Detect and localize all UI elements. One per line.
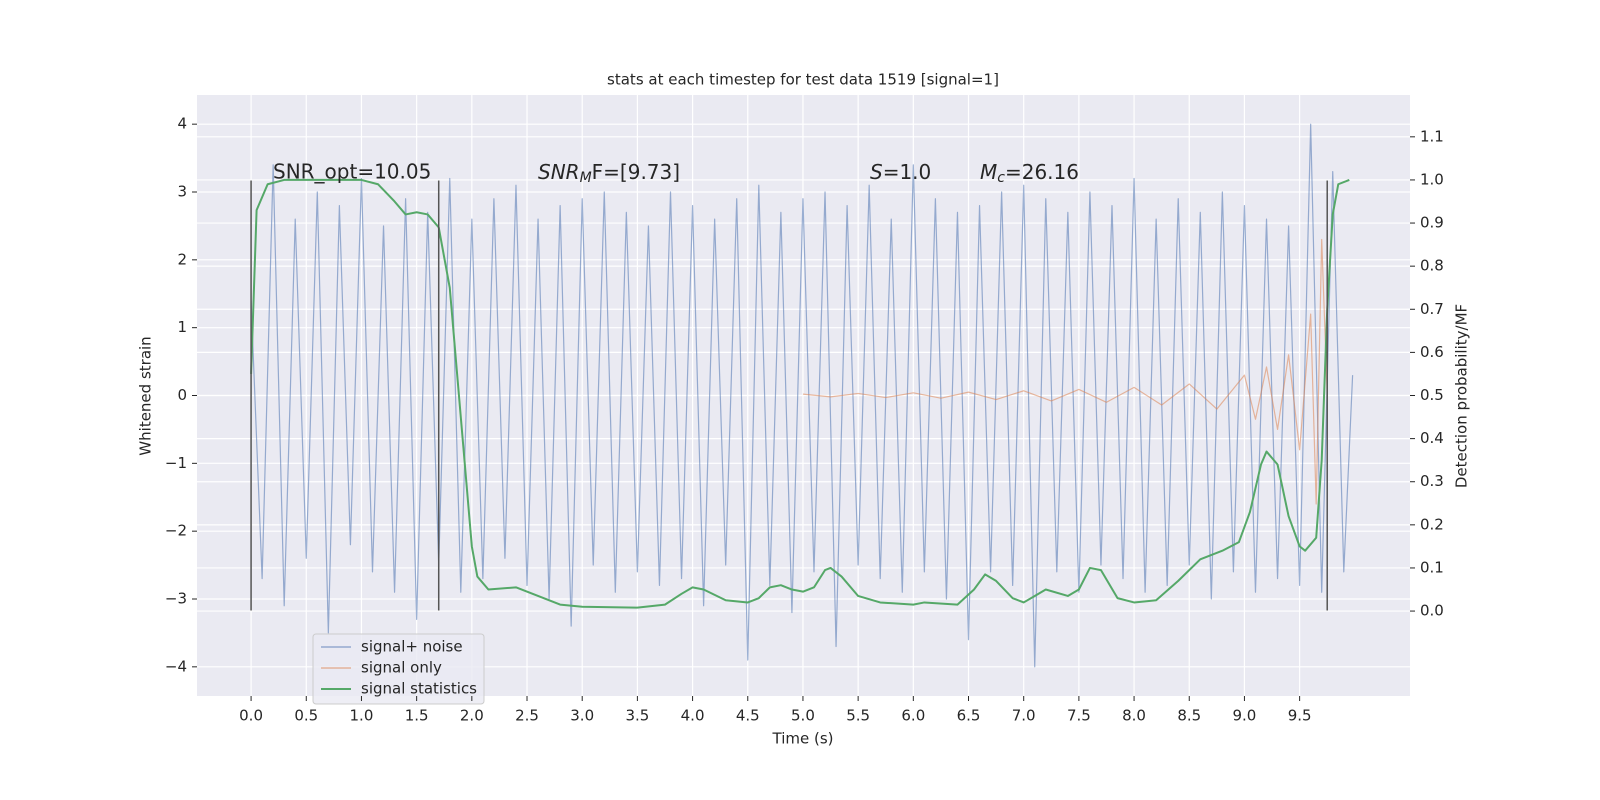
- y2-tick-label: 1.1: [1420, 127, 1444, 145]
- x-tick-label: 6.0: [901, 707, 925, 725]
- y2-tick-label: 0.1: [1420, 558, 1444, 576]
- y2-tick-label: 0.0: [1420, 602, 1444, 620]
- x-tick-label: 7.0: [1012, 707, 1036, 725]
- annotation-part: =1.0: [883, 160, 932, 184]
- y-axis-label: Whitened strain: [137, 336, 155, 455]
- x-tick-label: 7.5: [1067, 707, 1091, 725]
- series-line: [250, 123, 1354, 668]
- annotation: S=1.0: [870, 160, 931, 184]
- legend-label: signal only: [361, 659, 442, 677]
- y-tick-label: 3: [177, 183, 187, 201]
- annotation: SNR_opt=10.05: [273, 160, 431, 184]
- x-axis-label: Time (s): [772, 730, 834, 748]
- x-tick-label: 9.0: [1233, 707, 1257, 725]
- annotation: Mc=26.16: [980, 160, 1079, 187]
- annotation: SNRMF=[9.73]: [538, 160, 680, 187]
- y2-tick-label: 1.0: [1420, 170, 1444, 188]
- annotation-part: M: [980, 160, 997, 184]
- y-tick-label: −1: [165, 454, 187, 472]
- legend-box: [312, 633, 485, 705]
- legend-label: signal statistics: [361, 680, 477, 698]
- y2-tick-label: 0.3: [1420, 472, 1444, 490]
- y2-tick-label: 0.6: [1420, 343, 1444, 361]
- x-tick-label: 0.0: [239, 707, 263, 725]
- annotation-part: F=[9.73]: [592, 160, 680, 184]
- y-tick-label: 2: [177, 250, 187, 268]
- x-tick-label: 4.0: [681, 707, 705, 725]
- y-tick-label: 0: [177, 386, 187, 404]
- y-tick-label: −2: [165, 522, 187, 540]
- y-tick-label: −4: [165, 657, 187, 675]
- x-tick-label: 4.5: [736, 707, 760, 725]
- marks: [250, 123, 1354, 668]
- y2-axis-label: Detection probability/MF: [1453, 304, 1471, 488]
- x-tick-label: 1.5: [405, 707, 429, 725]
- y-tick-label: 4: [177, 115, 187, 133]
- annotation-part: SNR: [538, 160, 580, 184]
- x-tick-label: 1.0: [350, 707, 374, 725]
- y-tick-label: −3: [165, 589, 187, 607]
- x-tick-label: 2.0: [460, 707, 484, 725]
- x-tick-label: 2.5: [515, 707, 539, 725]
- x-tick-label: 5.5: [846, 707, 870, 725]
- y2-tick-label: 0.5: [1420, 386, 1444, 404]
- y2-tick-label: 0.7: [1420, 300, 1444, 318]
- annotation-sub: c: [997, 170, 1005, 186]
- x-tick-label: 3.0: [570, 707, 594, 725]
- y2-tick-label: 0.8: [1420, 257, 1444, 275]
- annotation-part: S: [870, 160, 883, 184]
- legend-label: signal+ noise: [361, 638, 463, 656]
- series-line: [802, 238, 1328, 505]
- y-tick-label: 1: [177, 318, 187, 336]
- y2-tick-label: 0.4: [1420, 429, 1444, 447]
- annotation-part: =26.16: [1005, 160, 1079, 184]
- x-tick-label: 5.0: [791, 707, 815, 725]
- chart-title: stats at each timestep for test data 151…: [607, 71, 999, 89]
- x-tick-label: 0.5: [294, 707, 318, 725]
- x-tick-label: 9.5: [1288, 707, 1312, 725]
- x-tick-label: 8.0: [1122, 707, 1146, 725]
- legend: signal+ noise signal only signal statistic…: [312, 633, 485, 705]
- y2-tick-label: 0.9: [1420, 214, 1444, 232]
- y2-tick-label: 0.2: [1420, 515, 1444, 533]
- x-tick-label: 3.5: [625, 707, 649, 725]
- series-line: [250, 178, 1350, 609]
- x-tick-label: 6.5: [957, 707, 981, 725]
- annotation-sub: M: [580, 170, 592, 186]
- x-tick-label: 8.5: [1177, 707, 1201, 725]
